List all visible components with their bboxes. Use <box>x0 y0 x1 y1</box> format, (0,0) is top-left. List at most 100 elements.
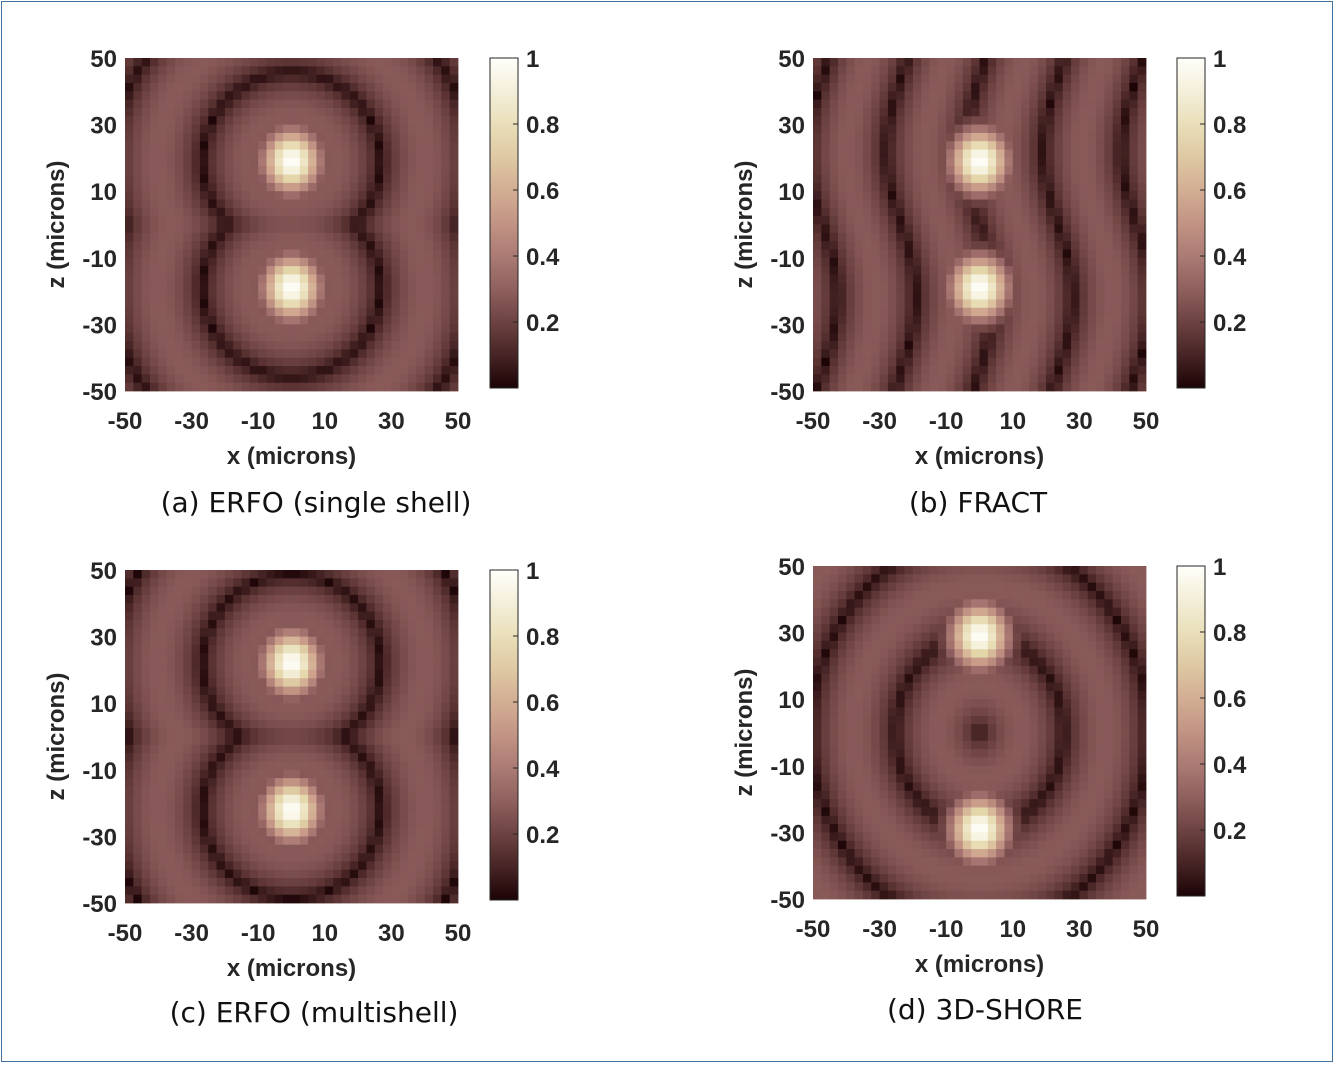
heatmap-cell <box>1046 124 1055 134</box>
heatmap-cell <box>1129 249 1139 259</box>
heatmap-cell <box>174 157 184 167</box>
heatmap-cell <box>433 341 442 350</box>
heatmap-cell <box>291 257 301 267</box>
heatmap-cell <box>133 778 143 787</box>
heatmap-cell <box>158 678 168 687</box>
heatmap-cell <box>258 299 267 309</box>
heatmap-cell <box>141 207 151 217</box>
heatmap-cell <box>879 82 889 92</box>
heatmap-cell <box>349 307 359 317</box>
heatmap-cell <box>166 619 176 629</box>
y-tick-label: -50 <box>82 379 117 406</box>
heatmap-cell <box>216 819 226 829</box>
heatmap-cell <box>366 366 376 375</box>
heatmap-cell <box>979 191 989 200</box>
heatmap-cell <box>954 58 964 67</box>
heatmap-cell <box>441 341 451 350</box>
heatmap-cell <box>946 107 955 117</box>
heatmap-cell <box>813 874 822 883</box>
colorbar-tick-label: 0.6 <box>1213 178 1246 205</box>
heatmap-cell <box>349 224 359 234</box>
heatmap-cell <box>829 174 839 184</box>
heatmap-cell <box>862 224 872 234</box>
heatmap-cell <box>433 274 442 284</box>
heatmap-cell <box>283 141 292 150</box>
heatmap-cell <box>158 207 168 217</box>
heatmap-cell <box>879 149 889 159</box>
heatmap-cell <box>149 282 159 292</box>
heatmap-cell <box>333 174 342 184</box>
heatmap-cell <box>258 199 267 209</box>
heatmap-cell <box>399 357 409 367</box>
heatmap-cell <box>133 116 143 125</box>
heatmap-cell <box>274 241 284 250</box>
heatmap-cell <box>879 91 889 101</box>
heatmap-cell <box>962 141 972 150</box>
heatmap-cell <box>449 366 459 375</box>
heatmap-cell <box>158 241 168 250</box>
colorbar-tick-label: 0.8 <box>526 112 559 139</box>
heatmap-cell <box>829 141 839 150</box>
heatmap-cell <box>1137 216 1147 225</box>
heatmap-cell <box>829 690 839 700</box>
heatmap-cell <box>1129 166 1139 175</box>
heatmap-cell <box>854 107 864 117</box>
heatmap-cell <box>879 374 889 384</box>
heatmap-cell <box>929 382 939 392</box>
heatmap-cell <box>174 836 184 846</box>
heatmap-cell <box>433 332 442 342</box>
heatmap-cell <box>399 216 409 225</box>
heatmap-cell <box>291 241 301 250</box>
heatmap-cell <box>829 682 839 692</box>
heatmap-cell <box>954 91 964 101</box>
heatmap-cell <box>946 132 955 142</box>
heatmap-cell <box>424 174 434 184</box>
x-tick-label: -10 <box>929 408 964 435</box>
heatmap-cell <box>912 107 922 117</box>
heatmap-cell <box>1079 307 1089 317</box>
heatmap-cell <box>846 274 856 284</box>
heatmap-cell <box>1054 58 1064 67</box>
heatmap-cell <box>1012 232 1022 242</box>
heatmap-cell <box>813 366 822 375</box>
heatmap-cell <box>166 828 176 837</box>
heatmap-cell <box>441 249 451 259</box>
heatmap-cell <box>291 366 301 375</box>
heatmap-cell <box>1096 99 1105 109</box>
heatmap-cell <box>1104 282 1114 292</box>
heatmap-cell <box>416 74 426 84</box>
heatmap-cell <box>133 619 143 629</box>
heatmap-cell <box>216 828 226 837</box>
heatmap-cell <box>871 232 880 242</box>
heatmap-cell <box>199 570 209 579</box>
heatmap-cell <box>929 249 939 259</box>
heatmap-cell <box>1062 249 1072 259</box>
heatmap-cell <box>929 307 939 317</box>
heatmap-cell <box>408 141 417 150</box>
heatmap-cell <box>449 332 459 342</box>
heatmap-cell <box>149 374 159 384</box>
heatmap-cell <box>224 316 234 325</box>
heatmap-cell <box>191 669 201 679</box>
heatmap-cell <box>174 603 184 613</box>
heatmap-cell <box>1054 382 1064 392</box>
heatmap-cell <box>1021 249 1030 259</box>
heatmap-cell <box>141 778 151 787</box>
heatmap-cell <box>125 216 134 225</box>
heatmap-cell <box>921 232 930 242</box>
heatmap-cell <box>233 869 242 879</box>
heatmap-cell <box>266 257 276 267</box>
heatmap-cell <box>149 686 159 696</box>
heatmap-cell <box>1112 74 1122 84</box>
heatmap-cell <box>408 66 417 76</box>
heatmap-cell <box>191 894 201 904</box>
heatmap-cell <box>308 132 317 142</box>
heatmap-cell <box>166 257 176 267</box>
heatmap-cell <box>962 324 972 334</box>
heatmap-cell <box>1096 82 1105 92</box>
heatmap-cell <box>416 366 426 375</box>
heatmap-cell <box>216 58 226 67</box>
heatmap-cell <box>449 99 459 109</box>
heatmap-cell <box>125 728 134 737</box>
heatmap-cell <box>1071 174 1080 184</box>
